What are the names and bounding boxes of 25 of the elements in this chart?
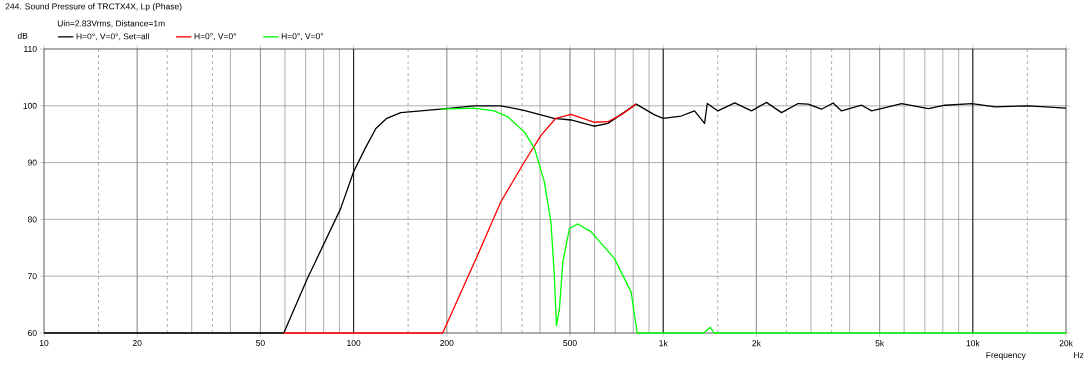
legend-label: H=0°, V=0° xyxy=(194,33,237,41)
x-axis-title: Frequency xyxy=(986,352,1026,360)
x-tick-label: 2k xyxy=(752,340,761,347)
legend-label: H=0°, V=0°, Set=all xyxy=(76,33,149,41)
y-tick-label: 90 xyxy=(27,159,37,166)
x-tick-label: 1k xyxy=(659,340,668,347)
x-tick-label: 5k xyxy=(875,340,885,347)
legend-label: H=0°, V=0° xyxy=(281,33,324,41)
x-tick-label: 50 xyxy=(256,340,265,347)
y-tick-label: 60 xyxy=(28,330,37,336)
y-axis-title: dB xyxy=(17,32,28,39)
text: Hz xyxy=(1074,352,1084,359)
x-tick-label: 100 xyxy=(347,340,361,347)
x-tick-label: 500 xyxy=(563,340,577,347)
y-tick-label: 110 xyxy=(24,46,37,52)
x-tick-label: 10 xyxy=(39,340,49,347)
y-tick-label: 80 xyxy=(27,216,37,223)
y-tick-label: 70 xyxy=(28,273,37,280)
x-tick-label: 10k xyxy=(966,340,980,347)
chart-subtitle: Uin=2.83Vrms, Distance=1m xyxy=(57,20,165,28)
y-tick-label: 100 xyxy=(23,102,37,109)
x-tick-label: 20 xyxy=(132,340,142,347)
x-tick-label: 20k xyxy=(1059,340,1073,347)
x-tick-label: 200 xyxy=(440,340,454,347)
chart-title: 244. Sound Pressure of TRCTX4X, Lp (Phase) xyxy=(5,3,182,12)
